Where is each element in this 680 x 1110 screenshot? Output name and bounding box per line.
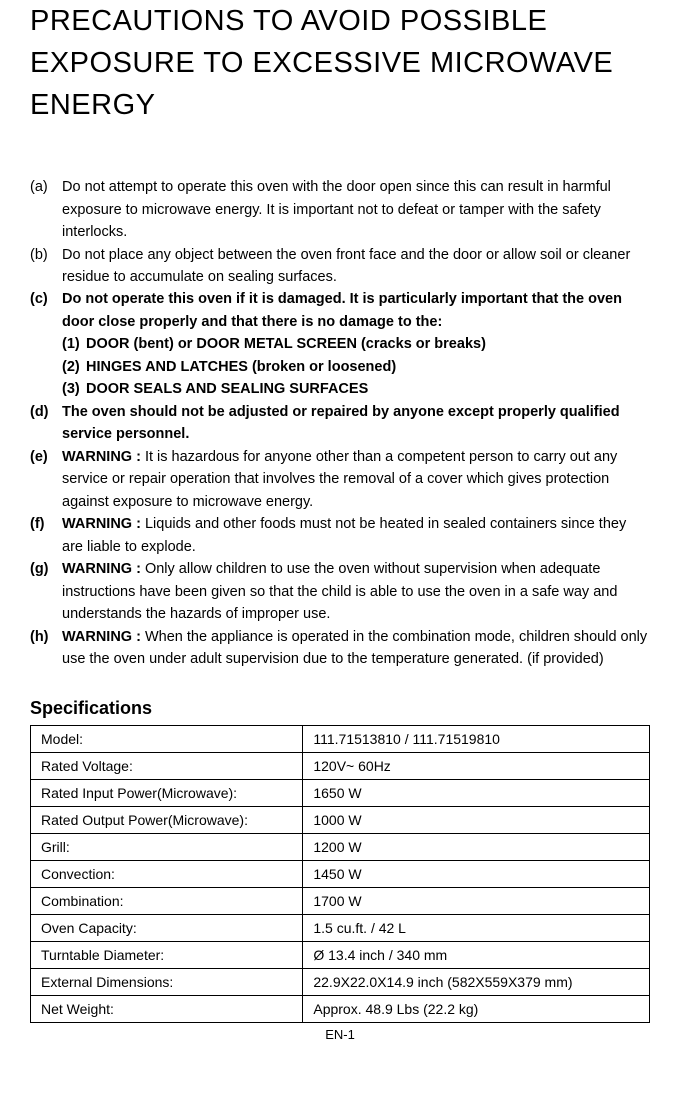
table-row: Rated Input Power(Microwave):1650 W xyxy=(31,780,650,807)
spec-label: Grill: xyxy=(31,834,303,861)
spec-value: 1700 W xyxy=(303,888,650,915)
sublist-c: (1) DOOR (bent) or DOOR METAL SCREEN (cr… xyxy=(62,333,650,400)
spec-label: Turntable Diameter: xyxy=(31,942,303,969)
text-d: The oven should not be adjusted or repai… xyxy=(62,401,650,446)
table-row: Oven Capacity:1.5 cu.ft. / 42 L xyxy=(31,915,650,942)
sub3-text: DOOR SEALS AND SEALING SURFACES xyxy=(86,378,368,400)
table-row: External Dimensions:22.9X22.0X14.9 inch … xyxy=(31,969,650,996)
table-row: Rated Output Power(Microwave):1000 W xyxy=(31,807,650,834)
marker-e: (e) xyxy=(30,446,62,513)
lead-e: WARNING : xyxy=(62,449,141,465)
spec-label: Rated Voltage: xyxy=(31,753,303,780)
sub1-text: DOOR (bent) or DOOR METAL SCREEN (cracks… xyxy=(86,333,486,355)
table-row: Grill:1200 W xyxy=(31,834,650,861)
lead-g: WARNING : xyxy=(62,561,141,577)
page-title: PRECAUTIONS TO AVOID POSSIBLE EXPOSURE T… xyxy=(30,0,650,126)
text-f: Liquids and other foods must not be heat… xyxy=(62,516,626,554)
marker-c: (c) xyxy=(30,288,62,400)
text-h: When the appliance is operated in the co… xyxy=(62,629,647,667)
spec-value: Ø 13.4 inch / 340 mm xyxy=(303,942,650,969)
spec-value: 1650 W xyxy=(303,780,650,807)
text-a: Do not attempt to operate this oven with… xyxy=(62,176,650,243)
spec-value: 1200 W xyxy=(303,834,650,861)
spec-label: Oven Capacity: xyxy=(31,915,303,942)
spec-value: 111.71513810 / 111.71519810 xyxy=(303,726,650,753)
sub1-marker: (1) xyxy=(62,333,86,355)
precautions-list: (a) Do not attempt to operate this oven … xyxy=(30,176,650,670)
specifications-table: Model:111.71513810 / 111.71519810 Rated … xyxy=(30,725,650,1023)
marker-d: (d) xyxy=(30,401,62,446)
table-row: Net Weight:Approx. 48.9 Lbs (22.2 kg) xyxy=(31,996,650,1023)
text-b: Do not place any object between the oven… xyxy=(62,244,650,289)
table-row: Convection:1450 W xyxy=(31,861,650,888)
precaution-b: (b) Do not place any object between the … xyxy=(30,244,650,289)
lead-f: WARNING : xyxy=(62,516,141,532)
specifications-heading: Specifications xyxy=(30,698,650,719)
marker-a: (a) xyxy=(30,176,62,243)
spec-label: Rated Output Power(Microwave): xyxy=(31,807,303,834)
sub2-text: HINGES AND LATCHES (broken or loosened) xyxy=(86,356,396,378)
table-row: Model:111.71513810 / 111.71519810 xyxy=(31,726,650,753)
spec-label: Combination: xyxy=(31,888,303,915)
spec-label: Model: xyxy=(31,726,303,753)
sub3-marker: (3) xyxy=(62,378,86,400)
sub2-marker: (2) xyxy=(62,356,86,378)
precaution-c: (c) Do not operate this oven if it is da… xyxy=(30,288,650,400)
marker-f: (f) xyxy=(30,513,62,558)
table-row: Combination:1700 W xyxy=(31,888,650,915)
spec-label: Net Weight: xyxy=(31,996,303,1023)
precaution-a: (a) Do not attempt to operate this oven … xyxy=(30,176,650,243)
spec-label: Convection: xyxy=(31,861,303,888)
spec-value: 1450 W xyxy=(303,861,650,888)
spec-value: 1000 W xyxy=(303,807,650,834)
precaution-g: (g) WARNING : Only allow children to use… xyxy=(30,558,650,625)
marker-b: (b) xyxy=(30,244,62,289)
lead-h: WARNING : xyxy=(62,629,141,645)
spec-value: 22.9X22.0X14.9 inch (582X559X379 mm) xyxy=(303,969,650,996)
marker-h: (h) xyxy=(30,626,62,671)
table-row: Turntable Diameter:Ø 13.4 inch / 340 mm xyxy=(31,942,650,969)
precaution-d: (d) The oven should not be adjusted or r… xyxy=(30,401,650,446)
text-g: Only allow children to use the oven with… xyxy=(62,561,617,622)
spec-value: 1.5 cu.ft. / 42 L xyxy=(303,915,650,942)
page-number: EN-1 xyxy=(30,1027,650,1042)
spec-value: 120V~ 60Hz xyxy=(303,753,650,780)
table-row: Rated Voltage:120V~ 60Hz xyxy=(31,753,650,780)
precaution-h: (h) WARNING : When the appliance is oper… xyxy=(30,626,650,671)
spec-label: Rated Input Power(Microwave): xyxy=(31,780,303,807)
spec-value: Approx. 48.9 Lbs (22.2 kg) xyxy=(303,996,650,1023)
text-e: It is hazardous for anyone other than a … xyxy=(62,449,617,510)
text-c: Do not operate this oven if it is damage… xyxy=(62,291,622,329)
spec-label: External Dimensions: xyxy=(31,969,303,996)
precaution-f: (f) WARNING : Liquids and other foods mu… xyxy=(30,513,650,558)
marker-g: (g) xyxy=(30,558,62,625)
precaution-e: (e) WARNING : It is hazardous for anyone… xyxy=(30,446,650,513)
